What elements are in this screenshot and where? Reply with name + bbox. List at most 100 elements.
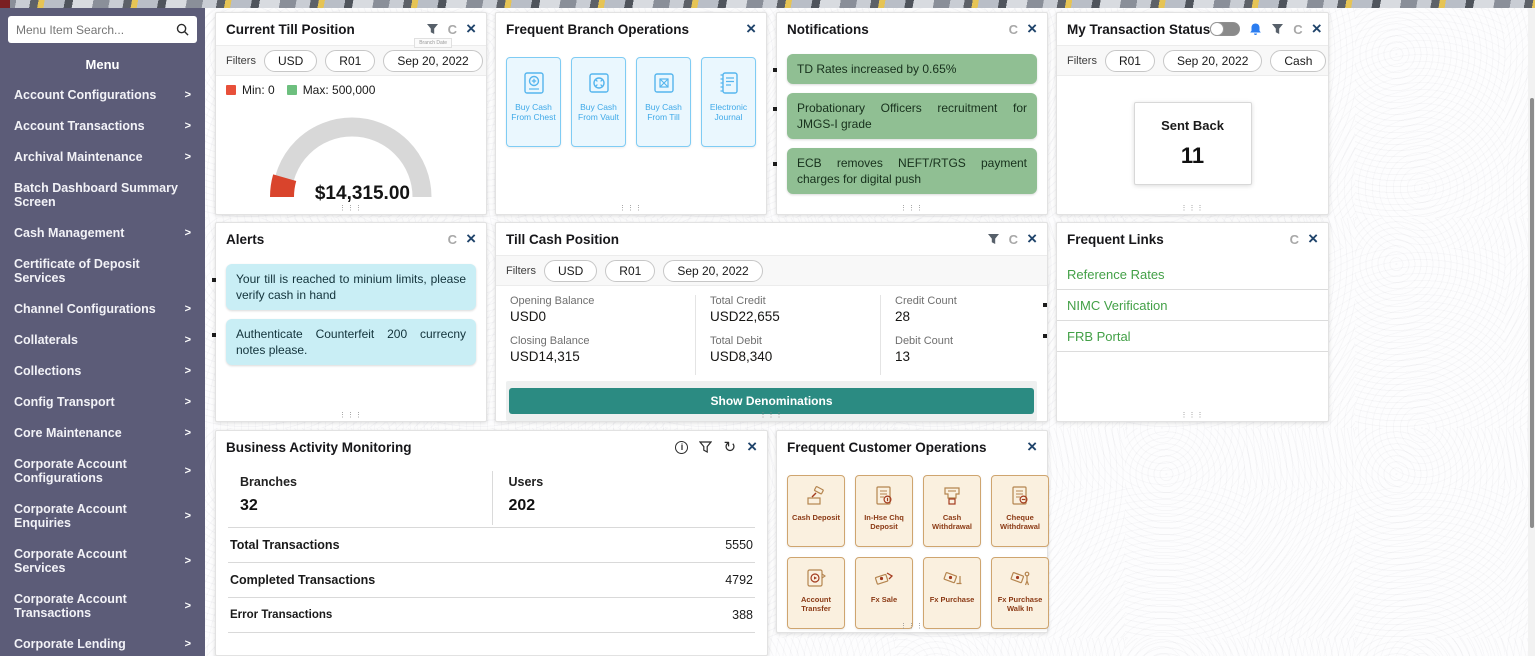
sidebar-item-label: Batch Dashboard Summary Screen xyxy=(14,181,178,209)
debit-count: Debit Count 13 xyxy=(895,335,1021,364)
chevron-right-icon: > xyxy=(184,303,191,315)
customer-op-fx-purchase[interactable]: Fx Purchase xyxy=(923,557,981,629)
filter-pill-date[interactable]: Sep 20, 2022 xyxy=(1162,49,1263,72)
close-icon[interactable] xyxy=(1027,440,1037,454)
show-denominations-button[interactable]: Show Denominations xyxy=(509,388,1034,414)
filter-icon[interactable] xyxy=(1271,23,1284,35)
drag-handle-icon[interactable] xyxy=(900,205,924,213)
refresh-icon[interactable] xyxy=(1290,232,1299,247)
filter-outline-icon[interactable] xyxy=(699,441,713,453)
sidebar-item-config-transport[interactable]: Config Transport > xyxy=(14,395,191,409)
gauge-chart xyxy=(269,117,432,198)
sidebar-item-corporate-account-services[interactable]: Corporate Account Services > xyxy=(14,547,191,575)
notification-item: TD Rates increased by 0.65% xyxy=(773,54,1037,84)
close-icon[interactable] xyxy=(746,22,756,36)
chevron-right-icon: > xyxy=(184,151,191,163)
close-icon[interactable] xyxy=(747,440,757,454)
branch-op-buy-cash-from-chest[interactable]: Buy Cash From Chest xyxy=(506,57,561,147)
customer-op-account-transfer[interactable]: Account Transfer xyxy=(787,557,845,629)
sidebar-item-archival-maintenance[interactable]: Archival Maintenance > xyxy=(14,150,191,164)
chevron-right-icon: > xyxy=(184,427,191,439)
sidebar-item-collections[interactable]: Collections > xyxy=(14,364,191,378)
branch-op-buy-cash-from-till[interactable]: Buy Cash From Till xyxy=(636,57,691,147)
sidebar-item-core-maintenance[interactable]: Core Maintenance > xyxy=(14,426,191,440)
refresh-icon[interactable] xyxy=(723,441,736,454)
fx-purchase-walkin-icon xyxy=(1010,571,1030,586)
status-label: Sent Back xyxy=(1161,118,1224,133)
widget-frequent-links: Frequent Links Reference Rates NIMC Veri… xyxy=(1043,222,1329,422)
filter-pill-till[interactable]: R01 xyxy=(605,259,656,282)
branch-op-electronic-journal[interactable]: Electronic Journal xyxy=(701,57,756,147)
menu-search[interactable] xyxy=(8,16,197,43)
drag-handle-icon[interactable] xyxy=(760,412,784,420)
filter-pill-type[interactable]: Cash xyxy=(1270,49,1327,72)
sidebar-item-channel-configurations[interactable]: Channel Configurations > xyxy=(14,302,191,316)
search-input[interactable] xyxy=(16,22,176,37)
link-nimc-verification[interactable]: NIMC Verification xyxy=(1043,290,1328,321)
sidebar-item-cash-management[interactable]: Cash Management > xyxy=(14,226,191,240)
sidebar-item-collaterals[interactable]: Collaterals > xyxy=(14,333,191,347)
sidebar-item-corporate-account-enquiries[interactable]: Corporate Account Enquiries > xyxy=(14,502,191,530)
sidebar-item-account-configurations[interactable]: Account Configurations > xyxy=(14,88,191,102)
sent-back-card[interactable]: Sent Back 11 xyxy=(1133,102,1252,185)
drag-handle-icon[interactable] xyxy=(1181,205,1205,213)
info-icon[interactable] xyxy=(675,440,689,454)
close-icon[interactable] xyxy=(1027,232,1037,246)
customer-op-cash-deposit[interactable]: Cash Deposit xyxy=(787,475,845,547)
alert-item: Your till is reached to minium limits, p… xyxy=(212,264,476,310)
filters-row: Filters USD R01 Sep 20, 2022 xyxy=(216,45,486,76)
sidebar-item-corporate-lending[interactable]: Corporate Lending > xyxy=(14,637,191,651)
refresh-icon[interactable] xyxy=(1009,22,1018,37)
drag-handle-icon[interactable] xyxy=(1181,412,1205,420)
refresh-icon[interactable] xyxy=(448,22,457,37)
customer-op-fx-purchase-walk-in[interactable]: Fx Purchase Walk In xyxy=(991,557,1049,629)
drag-handle-icon[interactable] xyxy=(339,205,363,213)
search-icon[interactable] xyxy=(176,23,189,36)
total-credit: Total Credit USD22,655 xyxy=(710,295,868,324)
sidebar-item-corporate-account-configurations[interactable]: Corporate Account Configurations > xyxy=(14,457,191,485)
customer-op-cheque-withdrawal[interactable]: Cheque Withdrawal xyxy=(991,475,1049,547)
sidebar-item-corporate-account-transactions[interactable]: Corporate Account Transactions > xyxy=(14,592,191,620)
filter-pill-currency[interactable]: USD xyxy=(543,259,598,282)
drag-handle-icon[interactable] xyxy=(339,412,363,420)
link-frb-portal[interactable]: FRB Portal xyxy=(1043,321,1328,352)
sidebar-item-certificate-of-deposit-services[interactable]: Certificate of Deposit Services xyxy=(14,257,191,285)
customer-op-fx-sale[interactable]: Fx Sale xyxy=(855,557,913,629)
branch-op-buy-cash-from-vault[interactable]: Buy Cash From Vault xyxy=(571,57,626,147)
close-icon[interactable] xyxy=(1027,22,1037,36)
stat-label: Users xyxy=(508,475,544,489)
link-text: FRB Portal xyxy=(1067,328,1131,344)
customer-op-inhouse-cheque-deposit[interactable]: In-Hse Chq Deposit xyxy=(855,475,913,547)
sidebar-item-account-transactions[interactable]: Account Transactions > xyxy=(14,119,191,133)
close-icon[interactable] xyxy=(466,22,476,36)
filter-pill-date[interactable]: Sep 20, 2022 xyxy=(663,259,763,282)
filter-pill-currency[interactable]: USD xyxy=(263,49,318,72)
filter-pill-date[interactable]: Sep 20, 2022 xyxy=(383,49,483,72)
close-icon[interactable] xyxy=(1308,232,1318,246)
sidebar-item-batch-dashboard-summary-screen[interactable]: Batch Dashboard Summary Screen xyxy=(14,181,191,209)
link-reference-rates[interactable]: Reference Rates xyxy=(1057,259,1328,290)
chevron-right-icon: > xyxy=(184,120,191,132)
widget-frequent-branch-operations: Frequent Branch Operations Buy Cash From… xyxy=(495,12,767,215)
notification-toggle[interactable] xyxy=(1210,22,1241,36)
chevron-right-icon: > xyxy=(184,600,191,612)
filter-pill-till[interactable]: R01 xyxy=(325,49,376,72)
customer-op-label: In-Hse Chq Deposit xyxy=(864,513,904,531)
widget-title: Frequent Branch Operations xyxy=(506,21,690,37)
scrollbar-thumb[interactable] xyxy=(1530,98,1534,528)
filter-icon[interactable] xyxy=(426,23,439,35)
refresh-icon[interactable] xyxy=(448,232,457,247)
refresh-icon[interactable] xyxy=(1009,232,1018,247)
bell-icon[interactable] xyxy=(1249,22,1262,36)
filter-icon[interactable] xyxy=(987,233,1000,245)
chevron-right-icon: > xyxy=(184,334,191,346)
drag-handle-icon[interactable] xyxy=(900,623,924,631)
close-icon[interactable] xyxy=(1312,22,1322,36)
close-icon[interactable] xyxy=(466,232,476,246)
drag-handle-icon[interactable] xyxy=(619,205,643,213)
filter-pill-till[interactable]: R01 xyxy=(1104,49,1155,72)
vertical-scrollbar[interactable] xyxy=(1528,8,1535,656)
refresh-icon[interactable] xyxy=(1293,22,1302,37)
customer-op-cash-withdrawal[interactable]: Cash Withdrawal xyxy=(923,475,981,547)
menu-list: Account Configurations > Account Transact… xyxy=(0,88,205,656)
